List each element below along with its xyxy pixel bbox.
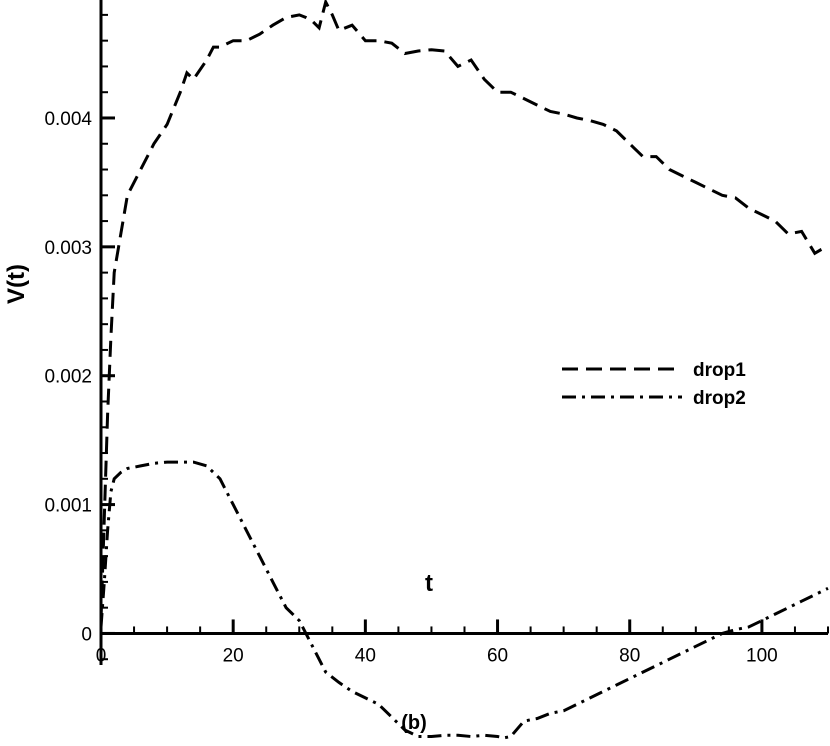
y-tick-label: 0 (81, 624, 92, 645)
y-tick-label: 0.001 (44, 496, 92, 517)
legend: drop1 drop2 (562, 360, 746, 409)
series-line-drop1 (99, 0, 829, 621)
x-tick-label: 40 (355, 645, 376, 666)
legend-label-drop1: drop1 (693, 360, 746, 381)
x-tick-label: 60 (487, 645, 508, 666)
x-axis-title: t (425, 570, 433, 597)
y-tick-label: 0.004 (44, 109, 92, 130)
x-tick-label: 80 (619, 645, 640, 666)
series-line-drop2 (99, 460, 829, 740)
legend-label-drop2: drop2 (693, 388, 746, 409)
y-axis-title: V(t) (3, 264, 30, 304)
y-tick-label: 0.002 (44, 367, 92, 388)
plot-area (99, 0, 829, 740)
x-tick-label: 20 (223, 645, 244, 666)
figure-caption: (b) (401, 712, 427, 734)
x-tick-label: 0 (96, 645, 107, 666)
x-tick-label: 100 (746, 645, 778, 666)
y-tick-label: 0.003 (44, 238, 92, 259)
